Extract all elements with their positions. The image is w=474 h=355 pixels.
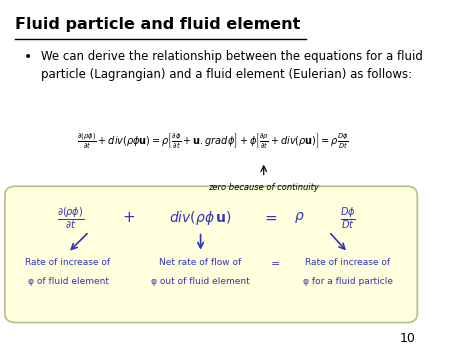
Text: Rate of increase of: Rate of increase of [26,258,110,267]
Text: $\frac{\partial(\rho\phi)}{\partial t} + div(\rho\phi\mathbf{u}) = \rho\left[\fr: $\frac{\partial(\rho\phi)}{\partial t} +… [77,131,349,151]
Text: $\frac{\partial(\rho\phi)}{\partial t}$: $\frac{\partial(\rho\phi)}{\partial t}$ [56,205,84,230]
Text: $=$: $=$ [262,210,278,225]
Text: Rate of increase of: Rate of increase of [305,258,391,267]
Text: $\frac{D\phi}{Dt}$: $\frac{D\phi}{Dt}$ [340,205,356,230]
Text: Fluid particle and fluid element: Fluid particle and fluid element [15,17,301,32]
Text: Net rate of flow of: Net rate of flow of [159,258,242,267]
Text: We can derive the relationship between the equations for a fluid
particle (Lagra: We can derive the relationship between t… [41,50,422,81]
Text: 10: 10 [399,332,415,345]
Text: zero because of continuity: zero because of continuity [208,183,319,192]
Text: φ out of fluid element: φ out of fluid element [151,277,250,286]
Text: •: • [24,50,32,64]
Text: $\rho$: $\rho$ [294,210,305,225]
FancyBboxPatch shape [5,186,417,323]
Text: $+$: $+$ [122,210,136,225]
Text: $div(\rho\phi\,\mathbf{u})$: $div(\rho\phi\,\mathbf{u})$ [169,209,232,227]
Text: φ of fluid element: φ of fluid element [27,277,109,286]
Text: =: = [271,259,280,269]
Text: φ for a fluid particle: φ for a fluid particle [303,277,393,286]
